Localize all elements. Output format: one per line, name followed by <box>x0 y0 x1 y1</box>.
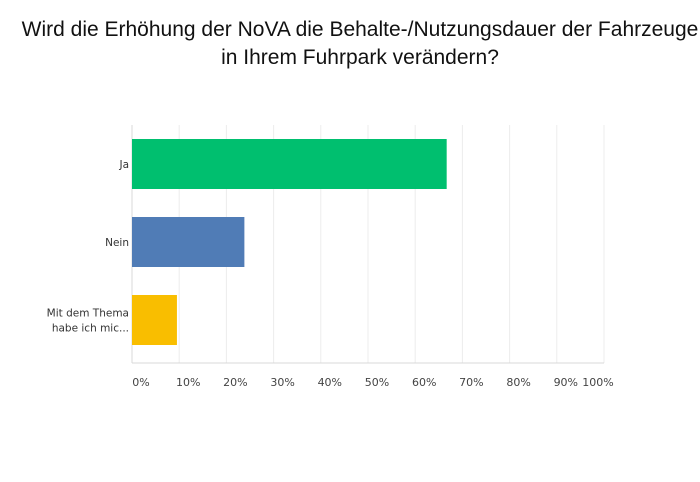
category-label: Mit dem Thema <box>47 308 129 320</box>
x-tick-label: 20% <box>223 376 247 389</box>
chart-title: Wird die Erhöhung der NoVA die Behalte-/… <box>21 18 699 69</box>
x-tick-label: 90% <box>554 376 578 389</box>
category-label: habe ich mic... <box>52 323 129 335</box>
x-tick-label: 40% <box>318 376 342 389</box>
x-tick-label: 30% <box>270 376 294 389</box>
x-tick-label: 60% <box>412 376 436 389</box>
x-tick-label: 50% <box>365 376 389 389</box>
x-tick-label: 100% <box>582 376 613 389</box>
bar-3 <box>132 295 177 345</box>
x-tick-label: 80% <box>506 376 530 389</box>
category-label: Ja <box>118 159 129 171</box>
x-tick-label: 70% <box>459 376 483 389</box>
x-tick-label: 0% <box>132 376 149 389</box>
bar-2 <box>132 217 245 267</box>
bar-1 <box>132 139 447 189</box>
x-tick-label: 10% <box>176 376 200 389</box>
category-label: Nein <box>105 237 129 249</box>
